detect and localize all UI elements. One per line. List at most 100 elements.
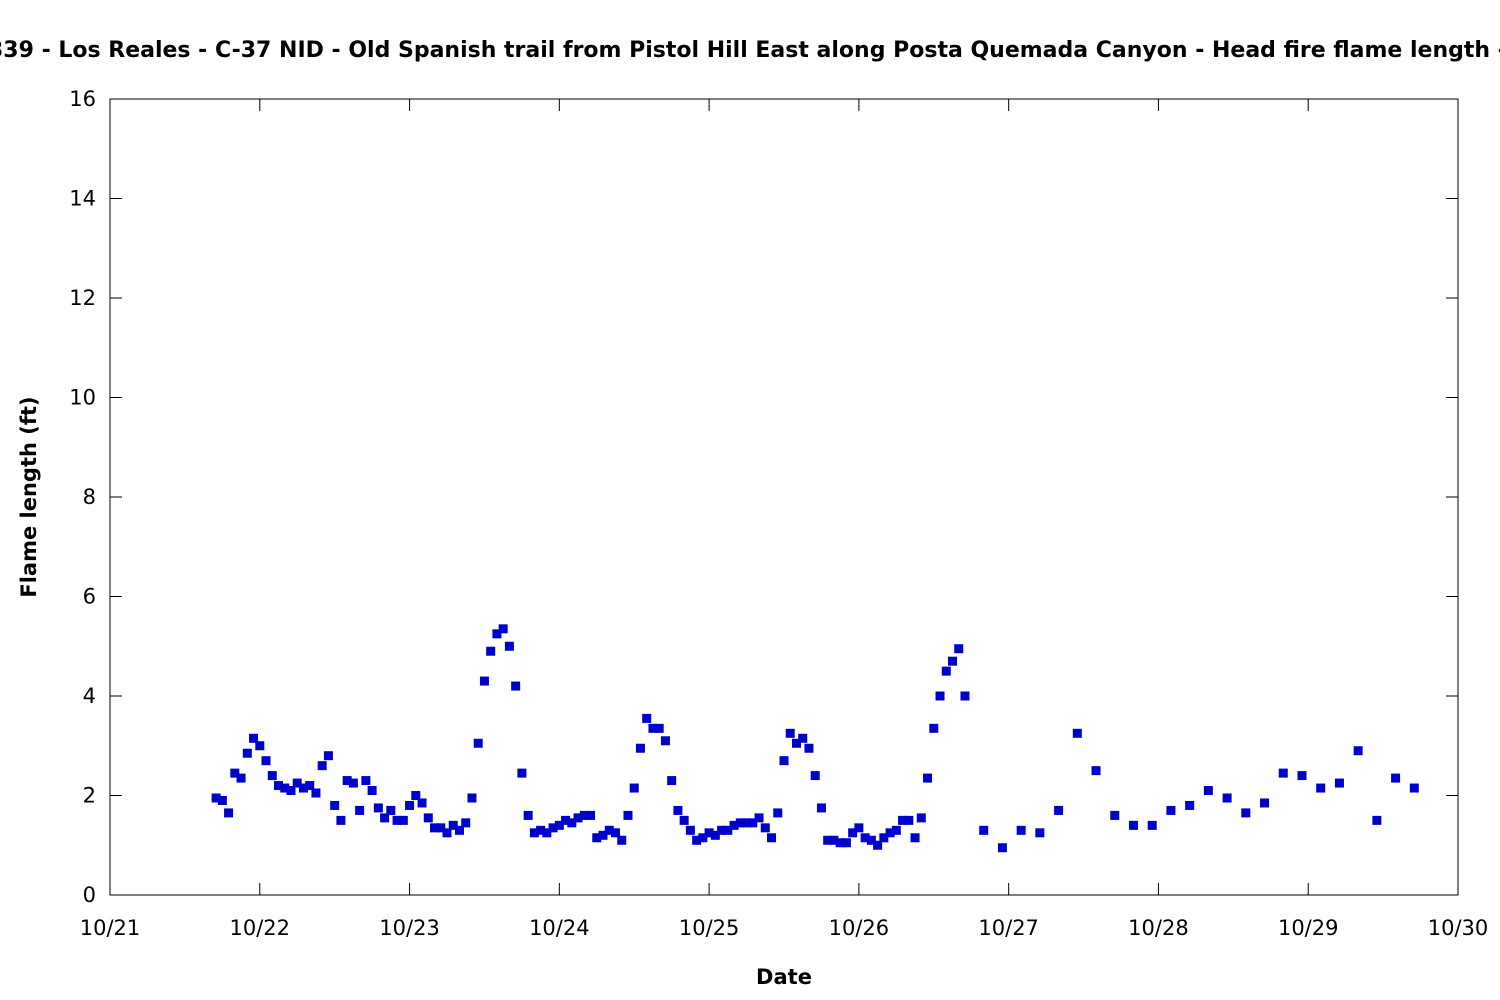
data-point xyxy=(729,820,739,830)
data-point xyxy=(286,786,296,796)
x-tick-label: 10/28 xyxy=(1128,916,1189,940)
data-point xyxy=(592,833,602,843)
data-point xyxy=(791,738,801,748)
data-point xyxy=(698,833,708,843)
data-point xyxy=(748,818,758,828)
data-point xyxy=(461,818,471,828)
data-point xyxy=(611,828,620,838)
data-point xyxy=(1091,766,1101,776)
data-point xyxy=(885,828,895,838)
data-point xyxy=(411,791,421,800)
data-point xyxy=(810,771,820,781)
data-point xyxy=(236,773,246,783)
plot-frame xyxy=(109,98,1459,896)
data-point xyxy=(1110,810,1120,820)
data-points xyxy=(211,624,1419,853)
data-point xyxy=(373,803,383,813)
data-point xyxy=(692,835,702,845)
data-point xyxy=(642,713,652,723)
data-point xyxy=(1241,808,1251,818)
data-point xyxy=(249,733,259,743)
data-point xyxy=(542,828,552,838)
data-point xyxy=(816,803,826,813)
data-point xyxy=(941,666,951,676)
y-tick-label: 8 xyxy=(83,485,96,509)
data-point xyxy=(529,828,539,838)
x-tick-label: 10/23 xyxy=(379,916,440,940)
data-point xyxy=(623,810,633,820)
x-tick-label: 10/22 xyxy=(230,916,291,940)
data-point xyxy=(224,808,234,818)
data-point xyxy=(1278,768,1288,778)
data-point xyxy=(673,805,683,815)
data-point xyxy=(754,813,764,823)
data-point xyxy=(342,776,352,786)
data-point xyxy=(417,798,427,808)
y-tick-labels: 0 2 4 6 8 10 12 14 16 xyxy=(69,87,96,907)
data-point xyxy=(873,840,883,850)
data-point xyxy=(536,825,546,835)
x-tick-label: 10/27 xyxy=(978,916,1039,940)
data-point xyxy=(430,823,440,833)
data-point xyxy=(667,776,677,786)
data-point xyxy=(742,818,752,828)
axis-ticks xyxy=(109,98,1459,896)
data-point xyxy=(1203,786,1213,796)
data-point xyxy=(804,743,814,753)
data-point xyxy=(773,808,783,818)
data-point xyxy=(380,813,390,823)
data-point xyxy=(929,723,939,733)
y-tick-label: 10 xyxy=(69,386,96,410)
data-point xyxy=(586,810,596,820)
data-point xyxy=(579,810,589,820)
data-point xyxy=(860,833,870,843)
x-tick-label: 10/26 xyxy=(829,916,890,940)
data-point xyxy=(211,793,221,803)
data-point xyxy=(841,838,851,848)
y-tick-label: 14 xyxy=(69,187,96,211)
data-point xyxy=(935,691,945,701)
chart-title: 339 - Los Reales - C-37 NID - Old Spanis… xyxy=(0,38,1500,63)
data-point xyxy=(785,728,795,738)
data-point xyxy=(292,778,302,788)
data-point xyxy=(454,825,464,835)
plot-area xyxy=(109,98,1459,896)
data-point xyxy=(654,723,664,733)
data-point xyxy=(898,815,908,825)
x-tick-label: 10/25 xyxy=(679,916,740,940)
y-tick-label: 4 xyxy=(83,684,96,708)
data-point xyxy=(561,815,571,825)
data-point xyxy=(1334,778,1344,788)
data-point xyxy=(910,833,920,843)
data-point xyxy=(1297,771,1307,781)
data-point xyxy=(1260,798,1270,808)
data-point xyxy=(442,828,452,838)
y-tick-label: 0 xyxy=(83,883,96,907)
data-point xyxy=(367,786,377,796)
y-axis-label: Flame length (ft) xyxy=(17,396,41,597)
data-point xyxy=(361,776,371,786)
data-point xyxy=(1072,728,1082,738)
data-point xyxy=(835,838,845,848)
data-point xyxy=(679,815,689,825)
data-point xyxy=(311,788,321,798)
data-point xyxy=(392,815,402,825)
data-point xyxy=(267,771,277,781)
y-tick-label: 6 xyxy=(83,585,96,609)
data-point xyxy=(1166,805,1176,815)
data-point xyxy=(323,751,333,761)
x-tick-label: 10/24 xyxy=(529,916,590,940)
data-point xyxy=(1054,805,1064,815)
data-point xyxy=(336,815,346,825)
data-point xyxy=(436,823,446,833)
y-tick-label: 12 xyxy=(69,286,96,310)
data-point xyxy=(629,783,639,793)
data-point xyxy=(317,761,327,771)
x-tick-label: 10/30 xyxy=(1428,916,1489,940)
data-point xyxy=(848,828,858,838)
data-point xyxy=(305,781,315,791)
data-point xyxy=(242,748,252,758)
data-point xyxy=(473,738,483,748)
data-point xyxy=(1016,825,1026,835)
data-point xyxy=(779,756,789,766)
